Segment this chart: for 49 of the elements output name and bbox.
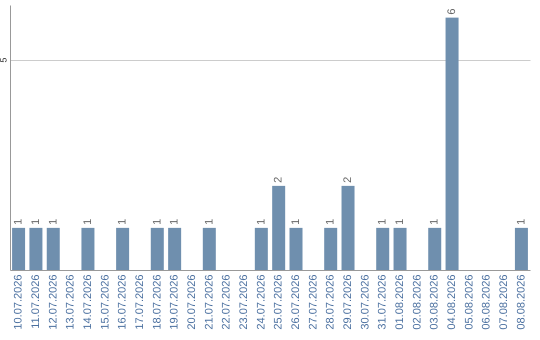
data-label: 1: [290, 218, 302, 225]
data-label: 1: [394, 218, 406, 225]
data-label: 1: [30, 218, 42, 225]
x-tick-label: 16.07.2026: [116, 274, 129, 330]
data-label: 2: [272, 176, 285, 183]
x-tick-label: 03.08.2026: [428, 274, 441, 330]
x-tick-label: 01.08.2026: [394, 274, 406, 330]
x-tick-label: 25.07.2026: [272, 274, 285, 330]
data-label: 2: [342, 176, 354, 183]
x-tick-label: 13.07.2026: [64, 274, 77, 330]
x-tick-label: 04.08.2026: [446, 274, 458, 330]
data-label: 1: [515, 218, 528, 225]
x-tick-label: 02.08.2026: [411, 274, 424, 330]
data-label: 1: [12, 218, 25, 225]
data-label: 1: [376, 218, 389, 225]
x-tick-label: 29.07.2026: [342, 274, 354, 330]
x-tick-label: 28.07.2026: [324, 274, 337, 330]
x-tick-label: 06.08.2026: [480, 274, 493, 330]
x-tick-label: 05.08.2026: [463, 274, 476, 330]
data-label: 1: [82, 218, 94, 225]
x-tick-label: 30.07.2026: [359, 274, 372, 330]
x-tick-label: 10.07.2026: [12, 274, 25, 330]
x-tick-label: 31.07.2026: [376, 274, 389, 330]
x-tick-label: 14.07.2026: [82, 274, 94, 330]
x-tick-label: 22.07.2026: [220, 274, 233, 330]
data-label: 1: [151, 218, 164, 225]
x-tick-label: 11.07.2026: [30, 274, 42, 329]
y-tick-label: 5: [0, 58, 8, 63]
x-tick-label: 08.08.2026: [515, 274, 528, 330]
data-label: 1: [116, 218, 129, 225]
data-label: 1: [324, 218, 337, 225]
x-tick-label: 20.07.2026: [186, 274, 198, 330]
x-tick-label: 21.07.2026: [203, 274, 216, 330]
data-label: 6: [446, 8, 458, 15]
data-label: 1: [203, 218, 216, 225]
x-tick-label: 24.07.2026: [255, 274, 268, 330]
data-label: 1: [428, 218, 441, 225]
x-tick-label: 07.08.2026: [498, 274, 510, 330]
x-tick-label: 17.07.2026: [134, 274, 146, 330]
x-tick-label: 18.07.2026: [151, 274, 164, 330]
data-label: 1: [47, 218, 60, 225]
x-tick-label: 15.07.2026: [99, 274, 112, 330]
x-tick-label: 23.07.2026: [238, 274, 250, 330]
data-label: 1: [168, 218, 181, 225]
x-tick-label: 19.07.2026: [168, 274, 181, 330]
data-label: 1: [255, 218, 268, 225]
x-tick-label: 12.07.2026: [47, 274, 60, 330]
x-tick-label: 27.07.2026: [307, 274, 320, 330]
x-tick-label: 26.07.2026: [290, 274, 302, 330]
